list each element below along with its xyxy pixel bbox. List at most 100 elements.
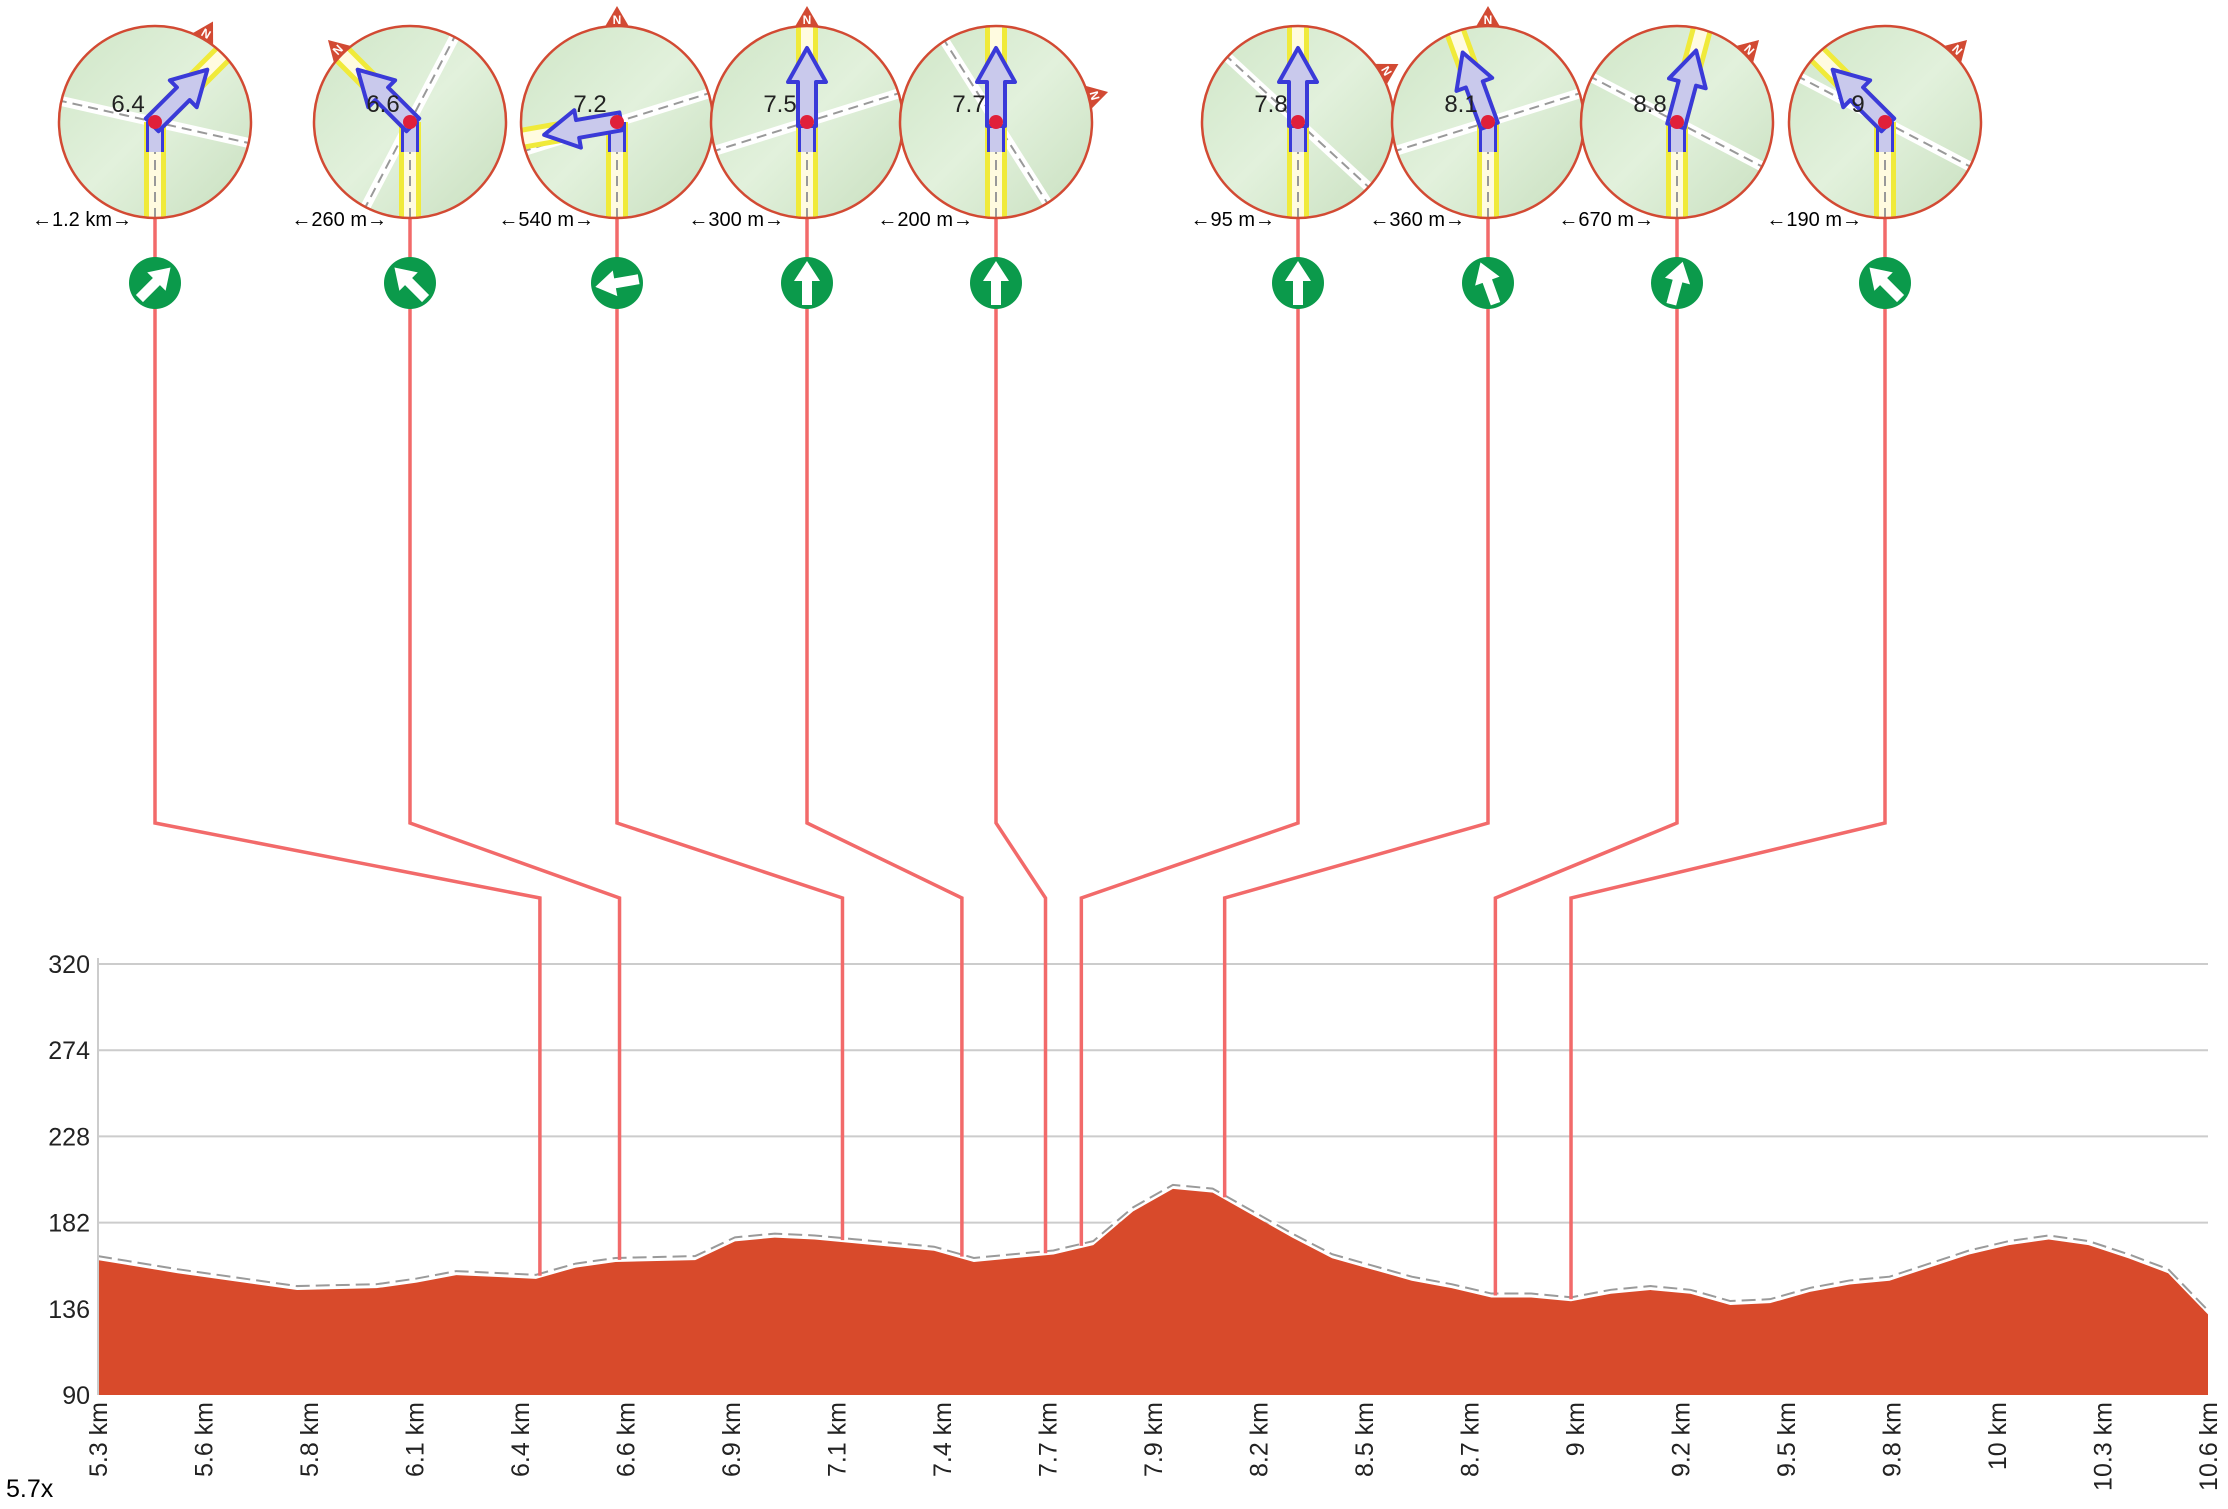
- turn-marker[interactable]: N6.4←1.2 km→: [32, 15, 253, 309]
- x-tick-label: 5.3 km: [85, 1402, 113, 1477]
- turn-distance-label: ←300 m→: [688, 209, 784, 231]
- turn-direction-icon: [1651, 257, 1703, 309]
- turn-direction-icon: [781, 257, 833, 309]
- turn-connector-line: [1569, 305, 1887, 1300]
- turn-km-label: 9: [1851, 91, 1864, 118]
- x-tick-label: 9 km: [1562, 1402, 1590, 1456]
- y-tick-label: 136: [48, 1296, 90, 1324]
- y-tick-label: 90: [62, 1382, 90, 1410]
- position-marker-icon: [1878, 115, 1892, 129]
- route-arrow-icon: [1830, 67, 1897, 152]
- north-indicator-icon: N: [793, 6, 821, 30]
- turn-marker[interactable]: N6.6←260 m→: [291, 24, 508, 309]
- route-line: [97, 1183, 2209, 1312]
- turn-distance-label: ←260 m→: [291, 209, 387, 231]
- turn-map: [1581, 26, 1773, 218]
- position-marker-icon: [610, 115, 624, 129]
- elevation-profile: [97, 1182, 2210, 1395]
- x-tick-label: 8.2 km: [1246, 1402, 1274, 1477]
- turn-distance-label: ←670 m→: [1558, 209, 1654, 231]
- turn-direction-icon: [129, 257, 181, 309]
- y-tick-label: 182: [48, 1210, 90, 1238]
- turn-map: [1789, 26, 1981, 218]
- turn-distance-label: ←190 m→: [1766, 209, 1862, 231]
- position-marker-icon: [1291, 115, 1305, 129]
- turn-distance-label: ←1.2 km→: [32, 209, 132, 231]
- turn-connector-line: [1493, 305, 1679, 1296]
- x-tick-label: 7.1 km: [824, 1402, 852, 1477]
- elevation-area: [98, 1188, 2208, 1395]
- x-tick-label: 7.4 km: [929, 1402, 957, 1477]
- turn-marker[interactable]: N 8.1 ←360 m→: [1369, 6, 1586, 309]
- turn-marker[interactable]: N8.8←670 m→: [1558, 24, 1775, 309]
- y-tick-label: 228: [48, 1123, 90, 1151]
- turn-distance-label: ←95 m→: [1191, 209, 1275, 231]
- x-tick-label: 9.8 km: [1879, 1402, 1907, 1477]
- turn-direction-icon: [1462, 257, 1514, 309]
- turn-map-border: [312, 24, 508, 220]
- turn-direction-icon: [1272, 257, 1324, 309]
- turn-distance-label: ←200 m→: [877, 209, 973, 231]
- turn-km-label: 6.4: [111, 91, 144, 118]
- x-tick-label: 9.5 km: [1773, 1402, 1801, 1477]
- turn-map-border: [57, 24, 253, 220]
- turn-marker[interactable]: N 7.5 ←300 m→: [688, 6, 905, 309]
- position-marker-icon: [800, 115, 814, 129]
- svg-text:N: N: [1484, 13, 1493, 27]
- x-tick-label: 6.4 km: [507, 1402, 535, 1477]
- turn-marker[interactable]: N7.8←95 m→: [1191, 24, 1406, 309]
- turn-direction-icon: [591, 257, 643, 309]
- x-tick-label: 7.9 km: [1140, 1402, 1168, 1477]
- turn-map: [59, 26, 251, 218]
- turn-km-label: 6.6: [366, 91, 399, 118]
- position-marker-icon: [1481, 115, 1495, 129]
- turn-marker[interactable]: N9←190 m→: [1766, 24, 1983, 309]
- zoom-label: 5.7x: [6, 1475, 54, 1503]
- turn-map-border: [1579, 24, 1775, 220]
- turn-marker[interactable]: N 7.7 ←200 m→: [877, 22, 1111, 309]
- turn-km-label: 7.7: [952, 91, 985, 118]
- x-tick-label: 10.3 km: [2090, 1402, 2118, 1491]
- turn-map: [314, 26, 506, 218]
- x-tick-label: 10 km: [1984, 1402, 2012, 1470]
- turn-km-label: 7.5: [763, 91, 796, 118]
- turn-km-label: 7.8: [1254, 91, 1287, 118]
- x-tick-label: 5.6 km: [191, 1402, 219, 1477]
- turn-connector-line: [408, 305, 622, 1260]
- position-marker-icon: [148, 115, 162, 129]
- turn-map: [900, 26, 1092, 218]
- turn-distance-label: ←360 m→: [1369, 209, 1465, 231]
- turn-connector-line: [1079, 305, 1300, 1246]
- x-tick-label: 5.8 km: [296, 1402, 324, 1477]
- turn-map: [1392, 26, 1584, 218]
- turn-connector-line: [615, 305, 845, 1241]
- route-arrow-icon: [975, 46, 1017, 152]
- position-marker-icon: [1670, 115, 1684, 129]
- turn-map: [1202, 26, 1394, 218]
- turn-direction-icon: [1859, 257, 1911, 309]
- y-tick-label: 274: [48, 1037, 90, 1065]
- turn-map-border: [1787, 24, 1983, 220]
- x-tick-label: 10.6 km: [2195, 1402, 2223, 1491]
- x-tick-label: 8.7 km: [1457, 1402, 1485, 1477]
- turn-marker[interactable]: N 7.2 ←540 m→: [498, 6, 715, 309]
- turn-markers: N 6.4 ←1.2 km→ N 6.6 ←260 m→ N 7.2 ←540 m→ N 7.5 ←3…: [32, 6, 1983, 309]
- turn-map: [711, 26, 903, 218]
- x-tick-label: 7.7 km: [1035, 1402, 1063, 1477]
- north-indicator-icon: N: [603, 6, 631, 30]
- turn-direction-icon: [384, 257, 436, 309]
- svg-text:N: N: [1087, 90, 1103, 102]
- turn-map-border: [898, 24, 1094, 220]
- turn-connector-line: [1222, 305, 1490, 1198]
- turn-distance-label: ←540 m→: [498, 209, 594, 231]
- turn-km-label: 7.2: [573, 91, 606, 118]
- turn-km-label: 8.1: [1444, 91, 1477, 118]
- turn-connector-line: [153, 305, 542, 1276]
- svg-text:N: N: [613, 13, 622, 27]
- svg-text:N: N: [803, 13, 812, 27]
- turn-map: [521, 26, 713, 218]
- turn-connector-line: [994, 305, 1048, 1254]
- position-marker-icon: [403, 115, 417, 129]
- x-tick-label: 6.9 km: [718, 1402, 746, 1477]
